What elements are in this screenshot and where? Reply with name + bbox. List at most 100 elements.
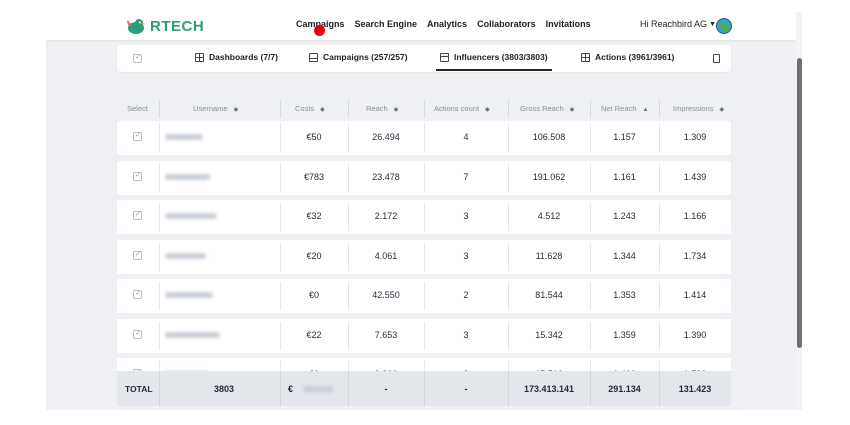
top-navigation: RTECH Campaigns Search Engine Analytics …	[46, 12, 796, 40]
brand-logo[interactable]: RTECH	[126, 15, 204, 37]
nav-analytics[interactable]: Analytics	[427, 19, 468, 29]
sort-icon: ◆	[233, 107, 239, 113]
total-net-reach: 291.134	[608, 384, 641, 394]
cell-impressions: 1.309	[683, 132, 707, 142]
tab-campaigns-label: Campaigns (257/257)	[323, 52, 408, 62]
column-separator	[280, 163, 281, 192]
column-separator	[508, 124, 509, 152]
total-actions: -	[464, 384, 468, 394]
username-redacted	[165, 173, 210, 180]
cell-impressions: 1.390	[683, 329, 707, 340]
column-separator	[424, 361, 425, 376]
column-separator	[590, 242, 591, 271]
column-separator	[424, 124, 425, 152]
col-costs[interactable]: Costs ◆	[295, 104, 325, 113]
total-impressions: 131.423	[678, 384, 712, 394]
column-separator	[659, 203, 660, 231]
document-icon[interactable]	[713, 54, 720, 63]
table-row[interactable]: €22 7.653 3 15.342 1.359 1.390	[117, 318, 731, 353]
calendar-icon	[440, 52, 449, 62]
user-menu[interactable]: Hi Reachbird AG ▼	[640, 19, 716, 29]
row-checkbox[interactable]	[133, 289, 142, 299]
cell-net: 1.359	[613, 329, 636, 340]
cell-gross: 15.342	[535, 329, 563, 340]
row-checkbox[interactable]	[133, 131, 142, 141]
mail-icon	[309, 52, 318, 62]
caret-down-icon: ▼	[709, 20, 716, 28]
column-separator	[424, 282, 425, 310]
column-separator	[280, 242, 281, 271]
row-checkbox[interactable]	[133, 171, 142, 181]
column-separator	[159, 321, 160, 350]
column-separator	[659, 361, 660, 376]
grid-icon	[195, 52, 204, 62]
cell-gross: 106.508	[532, 132, 566, 142]
cell-reach: 4.061	[374, 250, 398, 261]
nav-campaigns[interactable]: Campaigns	[296, 19, 345, 29]
cell-costs: €32	[306, 211, 322, 221]
scrollbar-thumb[interactable]	[797, 58, 802, 348]
cell-actions: 2	[463, 290, 469, 300]
notification-dot	[314, 25, 325, 36]
column-separator	[348, 361, 349, 376]
sort-up-icon: ▲	[642, 107, 649, 113]
column-separator	[659, 242, 660, 271]
column-separator	[508, 203, 509, 231]
row-checkbox[interactable]	[133, 250, 142, 260]
column-separator	[280, 282, 281, 310]
col-actions-count[interactable]: Actions count ◆	[434, 104, 490, 113]
tab-campaigns[interactable]: Campaigns (257/257)	[309, 52, 408, 62]
table-header: Select Username ◆ Costs ◆ Reach ◆ Actions c…	[117, 97, 731, 119]
cell-gross: 4.512	[537, 211, 561, 221]
table-row[interactable]: €783 23.478 7 191.062 1.161 1.439	[117, 160, 731, 195]
col-gross-reach[interactable]: Gross Reach ◆	[520, 104, 575, 113]
table-row[interactable]: €20 4.061 3 11.628 1.344 1.734	[117, 239, 731, 274]
cell-reach: 26.494	[372, 132, 400, 142]
username-redacted	[165, 134, 203, 140]
table-body: €50 26.494 4 106.508 1.157 1.309 €783 23.478 7 19…	[117, 121, 731, 376]
column-separator	[348, 321, 349, 350]
cell-net: 1.344	[613, 250, 636, 261]
table-total-row: TOTAL 3803 € - - 173.413.141 291.134 131…	[117, 371, 731, 406]
cell-reach: 7.653	[374, 329, 398, 340]
sort-icon: ◆	[719, 107, 725, 113]
table-row[interactable]: €32 2.172 3 4.512 1.243 1.166	[117, 200, 731, 234]
row-checkbox[interactable]	[133, 210, 142, 220]
col-reach[interactable]: Reach ◆	[366, 104, 399, 113]
nav-invitations[interactable]: Invitations	[545, 19, 591, 29]
select-all-checkbox[interactable]	[133, 53, 142, 63]
col-username[interactable]: Username ◆	[193, 104, 239, 113]
grid-icon	[581, 52, 590, 62]
cell-impressions: 1.734	[683, 250, 707, 261]
tab-influencers[interactable]: Influencers (3803/3803)	[436, 52, 552, 71]
cell-gross: 11.628	[535, 250, 563, 261]
nav-search-engine[interactable]: Search Engine	[354, 19, 418, 29]
cell-actions: 3	[463, 211, 469, 221]
cell-gross: 191.062	[532, 171, 566, 182]
globe-avatar-icon[interactable]	[716, 18, 732, 34]
table-row[interactable]: €0 42.550 2 81.544 1.353 1.414	[117, 279, 731, 313]
col-impressions[interactable]: Impressions ◆	[673, 104, 725, 113]
total-gross-reach: 173.413.141	[523, 384, 575, 394]
column-separator	[508, 282, 509, 310]
tab-actions[interactable]: Actions (3961/3961)	[581, 52, 674, 62]
username-redacted	[165, 213, 217, 219]
column-separator	[508, 361, 509, 376]
col-net-reach[interactable]: Net Reach ▲	[601, 104, 649, 113]
cell-costs: €783	[303, 171, 325, 182]
cell-net: 1.353	[613, 290, 636, 300]
column-separator	[348, 163, 349, 192]
sort-icon: ◆	[569, 107, 575, 113]
tab-dashboards[interactable]: Dashboards (7/7)	[195, 52, 278, 62]
column-separator	[348, 124, 349, 152]
row-checkbox[interactable]	[133, 329, 142, 339]
column-separator	[424, 321, 425, 350]
nav-collaborators[interactable]: Collaborators	[477, 19, 536, 29]
column-separator	[280, 203, 281, 231]
column-separator	[159, 124, 160, 152]
table-row[interactable]: €50 26.494 4 106.508 1.157 1.309	[117, 121, 731, 155]
user-greeting: Hi Reachbird AG	[640, 19, 708, 29]
column-separator	[659, 163, 660, 192]
column-separator	[424, 242, 425, 271]
column-separator	[590, 361, 591, 376]
